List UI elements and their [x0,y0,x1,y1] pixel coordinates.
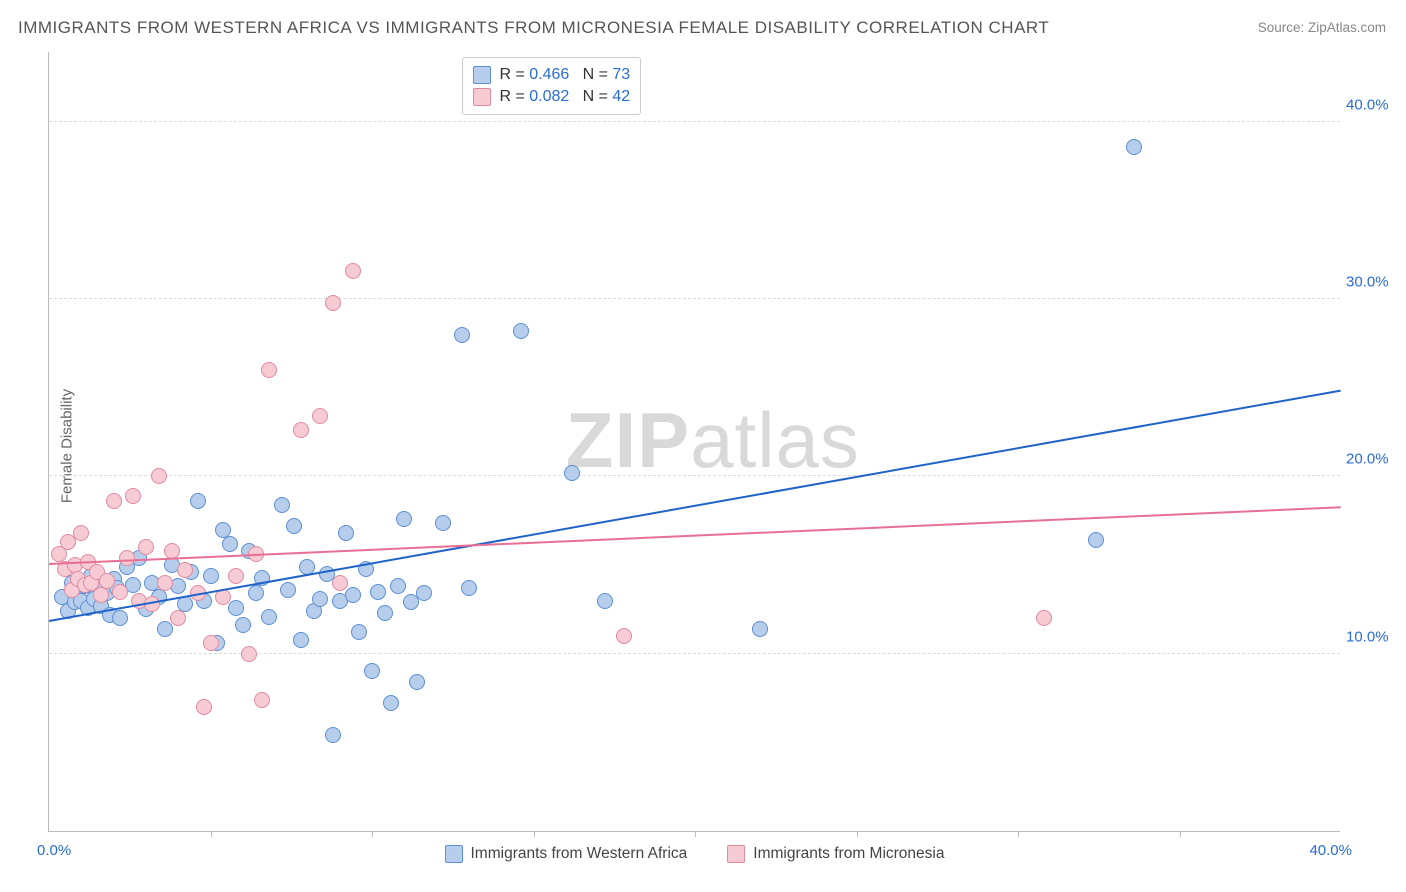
scatter-point [564,465,580,481]
chart-container: IMMIGRANTS FROM WESTERN AFRICA VS IMMIGR… [0,0,1406,892]
x-tick-label-min: 0.0% [37,842,71,859]
scatter-point [151,468,167,484]
scatter-point [1088,532,1104,548]
trend-line [49,389,1341,621]
scatter-point [435,515,451,531]
x-tick [534,831,535,837]
scatter-point [383,695,399,711]
legend-correlation-text: R = 0.466 N = 73 [499,64,630,86]
plot-area: ZIPatlas Immigrants from Western Africa … [48,52,1340,832]
scatter-point [280,582,296,598]
scatter-point [345,587,361,603]
scatter-point [597,593,613,609]
legend-correlation-row: R = 0.466 N = 73 [473,64,630,86]
scatter-point [390,578,406,594]
scatter-point [125,488,141,504]
scatter-point [338,525,354,541]
scatter-point [312,591,328,607]
scatter-point [170,610,186,626]
source-attribution: Source: ZipAtlas.com [1258,20,1386,35]
x-tick [1018,831,1019,837]
scatter-point [106,493,122,509]
scatter-point [312,408,328,424]
y-tick-label: 30.0% [1346,274,1396,291]
scatter-point [203,568,219,584]
watermark-bold: ZIP [566,396,690,484]
scatter-point [248,585,264,601]
scatter-point [616,628,632,644]
scatter-point [157,621,173,637]
scatter-point [513,323,529,339]
scatter-point [261,609,277,625]
scatter-point [416,585,432,601]
scatter-point [1036,610,1052,626]
x-tick-label-max: 40.0% [1309,842,1352,859]
legend-correlation-row: R = 0.082 N = 42 [473,86,630,108]
x-tick [372,831,373,837]
y-tick-label: 20.0% [1346,451,1396,468]
watermark-rest: atlas [690,396,860,484]
scatter-point [112,610,128,626]
legend-correlation-text: R = 0.082 N = 42 [499,86,630,108]
gridline [49,298,1340,299]
scatter-point [370,584,386,600]
legend-label-series-b: Immigrants from Micronesia [753,845,944,863]
legend-item-series-b: Immigrants from Micronesia [727,845,944,863]
scatter-point [293,632,309,648]
scatter-point [332,575,348,591]
x-tick [1180,831,1181,837]
scatter-point [73,525,89,541]
watermark: ZIPatlas [566,395,860,486]
trend-line [49,506,1341,565]
scatter-point [454,327,470,343]
scatter-point [461,580,477,596]
x-tick [857,831,858,837]
scatter-point [241,646,257,662]
swatch-icon [473,88,491,106]
swatch-series-b-icon [727,845,745,863]
scatter-point [228,600,244,616]
scatter-point [752,621,768,637]
scatter-point [409,674,425,690]
scatter-point [1126,139,1142,155]
y-tick-label: 40.0% [1346,96,1396,113]
scatter-point [157,575,173,591]
gridline [49,475,1340,476]
scatter-point [274,497,290,513]
scatter-point [203,635,219,651]
gridline [49,121,1340,122]
legend-bottom: Immigrants from Western Africa Immigrant… [49,845,1340,863]
legend-label-series-a: Immigrants from Western Africa [471,845,688,863]
scatter-point [377,605,393,621]
scatter-point [177,562,193,578]
legend-correlation-box: R = 0.466 N = 73R = 0.082 N = 42 [462,57,641,115]
scatter-point [228,568,244,584]
scatter-point [345,263,361,279]
scatter-point [364,663,380,679]
swatch-series-a-icon [445,845,463,863]
scatter-point [293,422,309,438]
scatter-point [93,587,109,603]
scatter-point [119,550,135,566]
scatter-point [222,536,238,552]
scatter-point [196,699,212,715]
x-tick [211,831,212,837]
scatter-point [112,584,128,600]
scatter-point [396,511,412,527]
legend-item-series-a: Immigrants from Western Africa [445,845,688,863]
y-tick-label: 10.0% [1346,628,1396,645]
scatter-point [286,518,302,534]
x-tick [695,831,696,837]
scatter-point [325,295,341,311]
scatter-point [190,493,206,509]
scatter-point [261,362,277,378]
scatter-point [235,617,251,633]
scatter-point [351,624,367,640]
scatter-point [325,727,341,743]
chart-title: IMMIGRANTS FROM WESTERN AFRICA VS IMMIGR… [18,18,1049,38]
swatch-icon [473,66,491,84]
scatter-point [138,539,154,555]
scatter-point [254,692,270,708]
